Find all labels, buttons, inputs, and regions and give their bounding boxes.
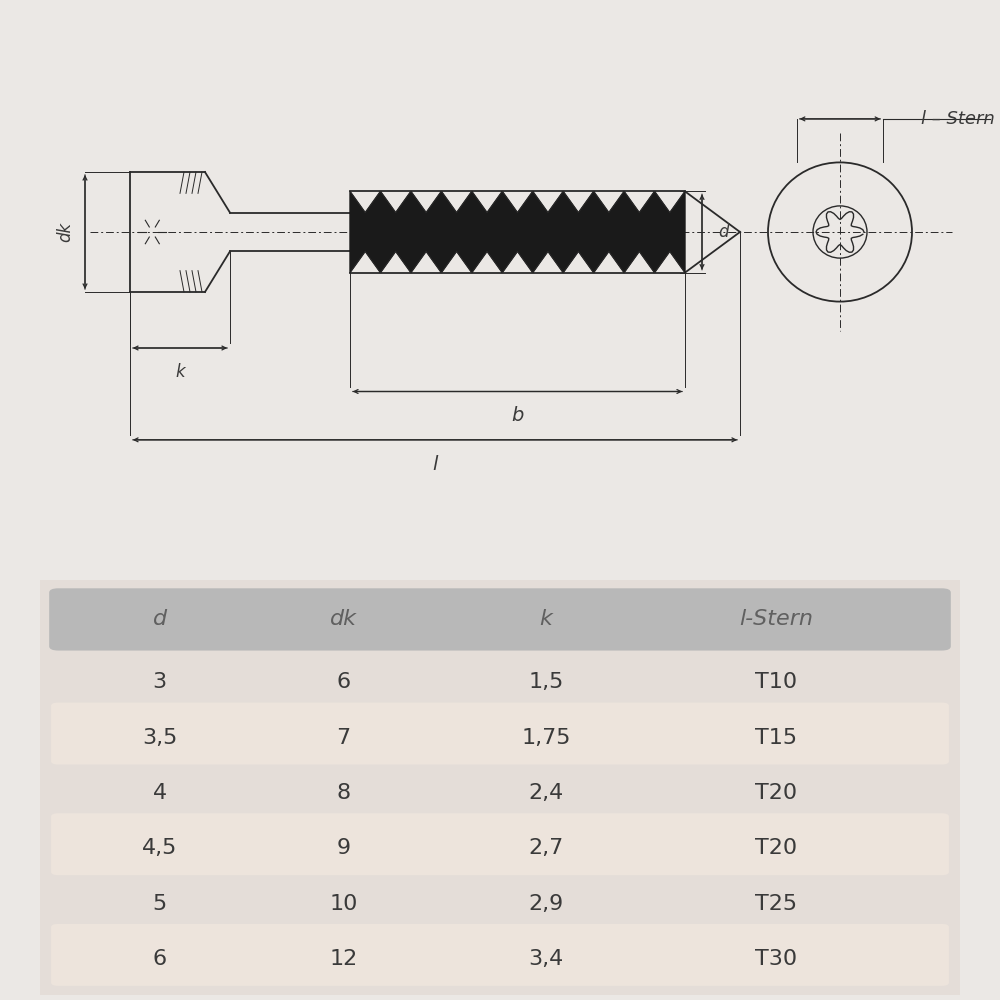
Text: l: l [432, 454, 438, 474]
FancyBboxPatch shape [51, 924, 949, 986]
Text: 2,7: 2,7 [528, 838, 564, 858]
FancyBboxPatch shape [51, 813, 949, 875]
Text: 6: 6 [153, 949, 167, 969]
Text: 9: 9 [337, 838, 351, 858]
Text: 4: 4 [153, 783, 167, 803]
Polygon shape [655, 191, 685, 273]
Text: d: d [153, 609, 167, 629]
Polygon shape [441, 191, 472, 273]
FancyBboxPatch shape [49, 588, 951, 651]
Polygon shape [411, 191, 441, 273]
Text: 3,4: 3,4 [528, 949, 564, 969]
Polygon shape [594, 191, 624, 273]
Text: l – Stern: l – Stern [921, 110, 995, 128]
Text: T10: T10 [755, 672, 797, 692]
Text: dk: dk [56, 222, 74, 242]
Polygon shape [533, 191, 563, 273]
Text: 10: 10 [329, 894, 358, 914]
Text: T15: T15 [755, 728, 797, 748]
Text: dk: dk [330, 609, 357, 629]
Text: k: k [540, 609, 552, 629]
Text: 1,5: 1,5 [528, 672, 564, 692]
Text: 5: 5 [152, 894, 167, 914]
FancyBboxPatch shape [51, 703, 949, 765]
Text: b: b [511, 406, 524, 425]
Text: T25: T25 [755, 894, 797, 914]
Text: 12: 12 [329, 949, 358, 969]
Text: 6: 6 [337, 672, 351, 692]
Text: T20: T20 [755, 838, 797, 858]
Text: 3: 3 [153, 672, 167, 692]
FancyBboxPatch shape [17, 570, 983, 1000]
Text: 4,5: 4,5 [142, 838, 177, 858]
Polygon shape [380, 191, 411, 273]
Text: T30: T30 [755, 949, 797, 969]
Text: k: k [175, 363, 185, 381]
Text: d: d [718, 223, 728, 241]
Polygon shape [563, 191, 594, 273]
Text: l-Stern: l-Stern [739, 609, 813, 629]
Polygon shape [350, 191, 380, 273]
Text: 7: 7 [337, 728, 351, 748]
Text: 8: 8 [337, 783, 351, 803]
Text: T20: T20 [755, 783, 797, 803]
Text: 3,5: 3,5 [142, 728, 177, 748]
Polygon shape [502, 191, 533, 273]
Text: 2,9: 2,9 [528, 894, 564, 914]
Text: 2,4: 2,4 [528, 783, 564, 803]
Polygon shape [472, 191, 502, 273]
Text: 1,75: 1,75 [521, 728, 571, 748]
Polygon shape [624, 191, 655, 273]
